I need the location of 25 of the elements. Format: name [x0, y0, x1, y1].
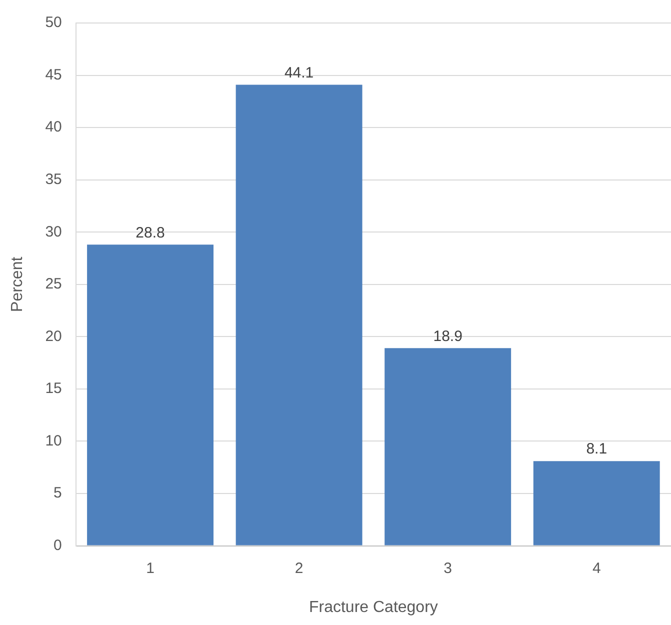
x-tick-label: 1 — [146, 560, 154, 577]
y-tick-label: 40 — [45, 118, 62, 136]
data-label: 28.8 — [136, 224, 165, 242]
bar — [533, 461, 660, 546]
y-tick-label: 35 — [45, 170, 62, 188]
data-label: 18.9 — [433, 328, 462, 345]
data-label: 44.1 — [284, 64, 314, 82]
x-axis-title: Fracture Category — [308, 598, 438, 616]
y-tick-label: 5 — [54, 484, 62, 502]
y-axis-title: Percent — [9, 256, 26, 312]
y-tick-label: 45 — [45, 66, 62, 84]
bar — [384, 348, 512, 546]
bar — [236, 84, 362, 546]
y-tick-label: 10 — [45, 432, 62, 450]
y-tick-label: 50 — [45, 14, 62, 32]
x-tick-label: 4 — [592, 560, 601, 577]
y-tick-label: 0 — [54, 536, 62, 554]
data-label: 8.1 — [586, 440, 608, 458]
y-tick-label: 20 — [45, 328, 62, 345]
bar — [87, 244, 214, 546]
x-tick-label: 2 — [294, 560, 304, 577]
x-tick-label: 3 — [444, 560, 452, 577]
y-tick-label: 30 — [45, 223, 62, 240]
y-tick-label: 15 — [45, 380, 62, 398]
y-tick-label: 25 — [45, 276, 62, 293]
